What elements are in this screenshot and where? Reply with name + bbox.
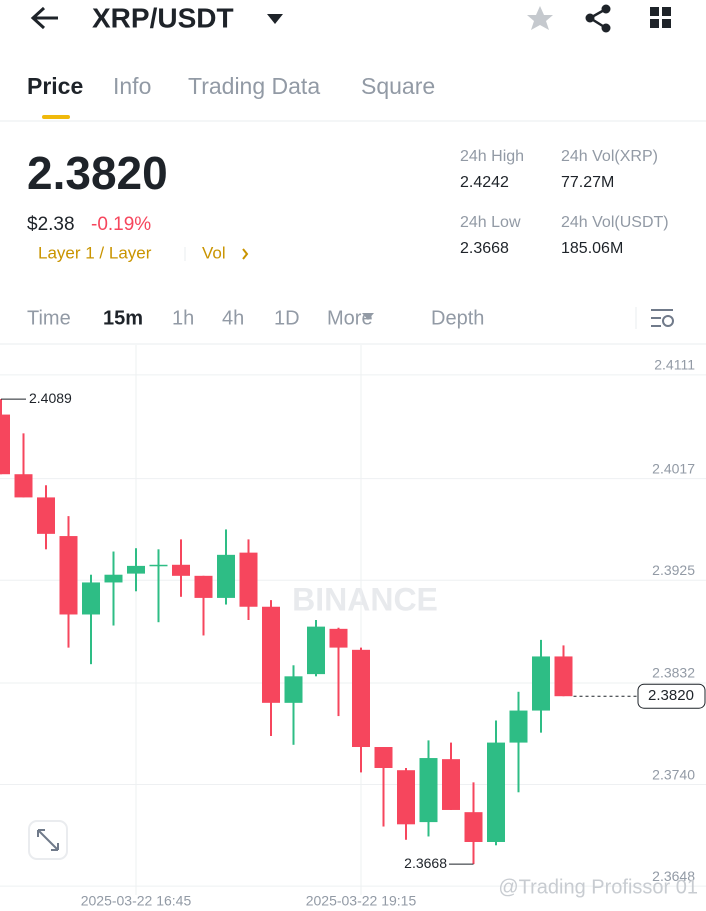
candle-body (554, 656, 573, 697)
candle-body (14, 474, 33, 498)
tab[interactable]: Info (113, 73, 151, 99)
stat-label: 24h Low (460, 214, 521, 231)
candle-body (532, 656, 550, 711)
y-tick-label: 2.4017 (652, 460, 695, 476)
last-price-box (637, 683, 706, 709)
tab[interactable]: Square (361, 73, 435, 99)
pair-title[interactable]: XRP/USDT (92, 2, 234, 33)
candle-body (419, 758, 438, 823)
y-tick-label: 2.4111 (654, 357, 695, 373)
candle-body (442, 759, 460, 810)
candle-body (0, 414, 10, 475)
candle-body (149, 564, 168, 567)
tag-arrow (242, 248, 249, 260)
usd-price: $2.38 (27, 214, 75, 235)
interval-option[interactable]: 1h (172, 307, 194, 329)
active-tab-indicator (42, 115, 70, 119)
candle-body (37, 497, 55, 534)
candle-body (329, 628, 348, 648)
stat-value: 2.4242 (460, 174, 509, 191)
y-tick-label: 2.3648 (652, 868, 695, 884)
candle-body (509, 710, 528, 743)
x-tick-label: 2025-03-22 16:45 (81, 893, 192, 909)
candle-body (172, 564, 190, 576)
candle-body (194, 575, 213, 598)
stat-value: 77.27M (561, 174, 614, 191)
interval-option[interactable]: 15m (103, 307, 143, 329)
stat-label: 24h High (460, 148, 524, 165)
expand-button[interactable] (28, 820, 68, 860)
candle-body (307, 626, 325, 675)
tab[interactable]: Trading Data (188, 73, 320, 99)
tag[interactable]: Vol (202, 243, 226, 262)
watermark: BINANCE (292, 581, 438, 617)
candle-body (374, 747, 393, 768)
candle-body (239, 552, 258, 607)
last-price-label: 2.3820 (648, 687, 694, 704)
share-icon[interactable] (585, 4, 611, 33)
last-price: 2.3820 (27, 147, 168, 199)
stat-value: 185.06M (561, 240, 623, 257)
x-tick-label: 2025-03-22 19:15 (306, 893, 417, 909)
interval-option[interactable]: 4h (222, 307, 244, 329)
chart-settings-icon[interactable] (651, 309, 674, 327)
price-change: -0.19% (91, 214, 151, 235)
stat-value: 2.3668 (460, 240, 509, 257)
back-button[interactable] (30, 6, 58, 30)
candle-body (262, 606, 280, 703)
stat-label: 24h Vol(USDT) (561, 214, 669, 231)
low-marker-label: 2.3668 (404, 855, 447, 871)
candle-body (104, 574, 123, 583)
menu-icon[interactable] (650, 7, 671, 28)
interval-option[interactable]: 1D (274, 307, 300, 329)
tag[interactable]: Layer 1 / Layer (38, 243, 152, 262)
y-tick-label: 2.3740 (652, 766, 695, 782)
candle-body (284, 676, 303, 703)
y-tick-label: 2.3925 (652, 562, 695, 578)
candle-body (397, 770, 415, 825)
candle-body (352, 649, 370, 748)
favorite-icon[interactable] (527, 6, 553, 30)
more-dropdown (362, 313, 374, 320)
candle-body (59, 536, 78, 615)
interval-option[interactable]: Depth (431, 307, 484, 329)
pair-dropdown[interactable] (267, 14, 283, 24)
credit-watermark: @Trading Profissor 01 (498, 876, 698, 898)
candle-body (127, 565, 145, 574)
stat-label: 24h Vol(XRP) (561, 148, 658, 165)
interval-option[interactable]: Time (27, 307, 71, 329)
candle-body (464, 812, 483, 842)
candle-body (82, 582, 100, 615)
high-marker-label: 2.4089 (29, 390, 72, 406)
y-tick-label: 2.3832 (652, 665, 695, 681)
candle-body (487, 742, 505, 842)
candle-body (217, 554, 235, 598)
interval-option[interactable]: More (327, 307, 373, 329)
tab[interactable]: Price (27, 73, 83, 99)
